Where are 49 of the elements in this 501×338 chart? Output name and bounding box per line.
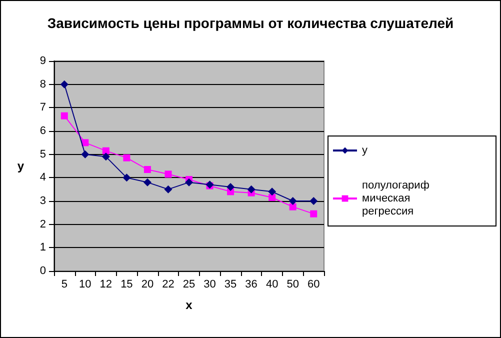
point: [185, 178, 193, 186]
x-tick-label: 20: [141, 278, 154, 290]
point: [60, 112, 68, 120]
y-tick-label: 9: [40, 55, 46, 67]
x-tick-label: 60: [307, 278, 320, 290]
y-tick-label: 8: [40, 78, 46, 90]
y-tick-label: 7: [40, 102, 46, 114]
x-tick-label: 30: [204, 278, 216, 290]
point: [289, 203, 296, 210]
x-axis-title: x: [186, 298, 193, 312]
x-tick-label: 35: [224, 278, 237, 290]
point: [144, 166, 151, 173]
y-tick-label: 5: [40, 148, 46, 160]
point: [123, 154, 130, 162]
x-tick-label: 15: [120, 278, 133, 290]
point: [288, 197, 297, 205]
point: [310, 197, 318, 205]
x-tick-label: 50: [286, 278, 299, 290]
y-tick-label: 6: [40, 125, 46, 137]
point: [226, 183, 235, 191]
y-tick-label: 1: [40, 242, 46, 254]
point: [82, 139, 89, 146]
legend-label: у: [362, 144, 368, 156]
y-tick-label: 0: [40, 265, 46, 277]
y-tick-label: 4: [40, 172, 46, 184]
chart-title: Зависимость цены программы от количества слушателей: [47, 15, 454, 31]
x-tick-label: 12: [100, 278, 112, 290]
point: [122, 174, 131, 182]
point: [268, 188, 276, 196]
x-tick-label: 36: [245, 278, 258, 290]
point: [143, 178, 152, 186]
y-axis-title: у: [17, 159, 24, 173]
x-tick-label: 22: [162, 278, 174, 290]
x-tick-label: 25: [182, 278, 196, 290]
legend-label: полулогарифмическая регрессия: [362, 180, 430, 218]
y-tick-label: 2: [40, 218, 46, 230]
point: [81, 150, 90, 158]
x-tick-label: 40: [266, 278, 278, 290]
x-tick-label: 10: [79, 278, 92, 290]
x-tick-label: 5: [61, 278, 68, 290]
y-tick-label: 3: [40, 195, 46, 207]
point: [102, 147, 110, 154]
point: [60, 80, 68, 88]
point: [310, 210, 318, 218]
point: [164, 185, 172, 194]
point: [268, 194, 276, 201]
point: [102, 152, 110, 161]
point: [164, 170, 172, 178]
point: [247, 185, 256, 194]
